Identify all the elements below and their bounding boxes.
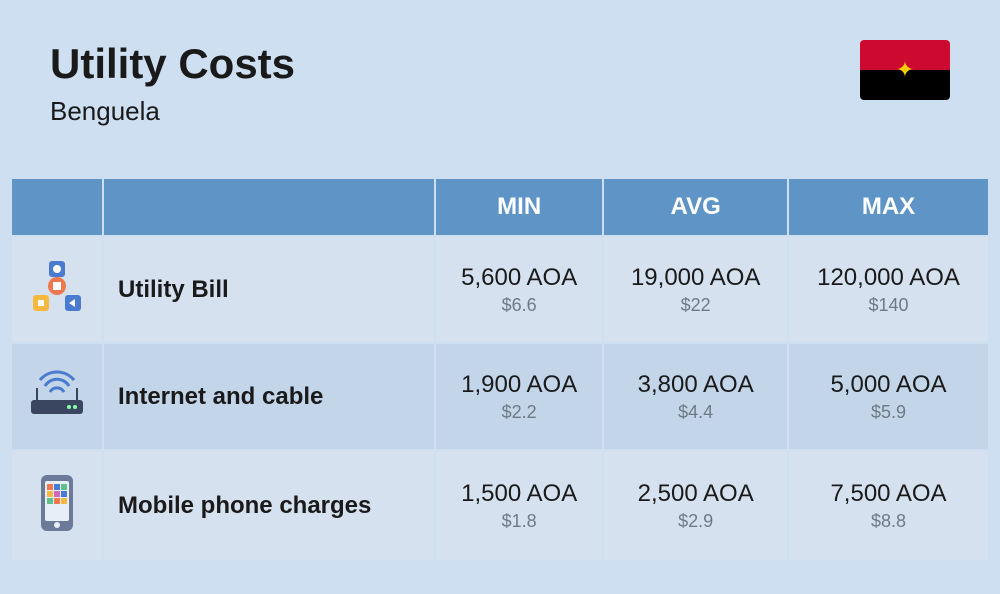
avg-primary: 3,800 AOA — [614, 371, 777, 399]
avg-primary: 19,000 AOA — [614, 264, 777, 292]
utility-icon — [29, 259, 85, 320]
table-row: Internet and cable 1,900 AOA $2.2 3,800 … — [12, 344, 988, 449]
title-block: Utility Costs Benguela — [50, 40, 295, 127]
max-cell: 120,000 AOA $140 — [789, 237, 988, 342]
max-primary: 7,500 AOA — [799, 480, 978, 508]
max-secondary: $8.8 — [799, 511, 978, 532]
avg-cell: 19,000 AOA $22 — [604, 237, 787, 342]
header-icon-col — [12, 179, 102, 235]
max-secondary: $5.9 — [799, 402, 978, 423]
min-primary: 5,600 AOA — [446, 264, 592, 292]
header-avg: AVG — [604, 179, 787, 235]
min-secondary: $2.2 — [446, 402, 592, 423]
row-label: Utility Bill — [104, 237, 434, 342]
icon-cell — [12, 237, 102, 342]
flag-icon: ✦ — [860, 40, 950, 100]
max-primary: 5,000 AOA — [799, 371, 978, 399]
icon-cell — [12, 451, 102, 560]
min-secondary: $6.6 — [446, 295, 592, 316]
header-max: MAX — [789, 179, 988, 235]
router-icon — [25, 366, 89, 427]
page-subtitle: Benguela — [50, 96, 295, 127]
avg-secondary: $4.4 — [614, 402, 777, 423]
row-label: Mobile phone charges — [104, 451, 434, 560]
max-primary: 120,000 AOA — [799, 264, 978, 292]
header: Utility Costs Benguela ✦ — [0, 0, 1000, 157]
flag-emblem-icon: ✦ — [896, 57, 914, 83]
row-label: Internet and cable — [104, 344, 434, 449]
max-cell: 5,000 AOA $5.9 — [789, 344, 988, 449]
max-cell: 7,500 AOA $8.8 — [789, 451, 988, 560]
max-secondary: $140 — [799, 295, 978, 316]
min-cell: 1,500 AOA $1.8 — [436, 451, 602, 560]
avg-secondary: $2.9 — [614, 511, 777, 532]
icon-cell — [12, 344, 102, 449]
table-row: Utility Bill 5,600 AOA $6.6 19,000 AOA $… — [12, 237, 988, 342]
header-label-col — [104, 179, 434, 235]
phone-icon — [37, 473, 77, 538]
avg-secondary: $22 — [614, 295, 777, 316]
table-header-row: MIN AVG MAX — [12, 179, 988, 235]
page-title: Utility Costs — [50, 40, 295, 88]
min-primary: 1,500 AOA — [446, 480, 592, 508]
avg-cell: 2,500 AOA $2.9 — [604, 451, 787, 560]
min-cell: 1,900 AOA $2.2 — [436, 344, 602, 449]
header-min: MIN — [436, 179, 602, 235]
costs-table: MIN AVG MAX Utility Bill 5,600 AOA — [10, 177, 990, 562]
avg-cell: 3,800 AOA $4.4 — [604, 344, 787, 449]
min-primary: 1,900 AOA — [446, 371, 592, 399]
avg-primary: 2,500 AOA — [614, 480, 777, 508]
min-cell: 5,600 AOA $6.6 — [436, 237, 602, 342]
min-secondary: $1.8 — [446, 511, 592, 532]
table-row: Mobile phone charges 1,500 AOA $1.8 2,50… — [12, 451, 988, 560]
